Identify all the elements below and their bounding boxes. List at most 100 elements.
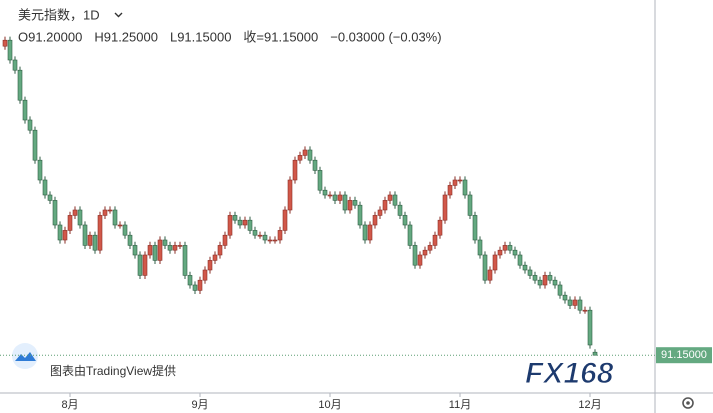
candle-body xyxy=(577,299,583,311)
candle-body xyxy=(517,254,523,266)
candle-body xyxy=(87,234,93,246)
candle-body xyxy=(222,234,228,246)
symbol-title[interactable]: 美元指数，1D xyxy=(18,7,100,22)
candle-body xyxy=(352,200,358,206)
candle-body xyxy=(217,245,223,256)
candle-body xyxy=(82,224,88,246)
candle-body xyxy=(582,309,588,312)
candle-body xyxy=(392,194,398,206)
candle-body xyxy=(202,269,208,281)
candle-body xyxy=(507,245,513,251)
plot-area xyxy=(2,36,598,356)
price-tag xyxy=(656,347,712,364)
tradingview-logo xyxy=(12,343,38,369)
candle-body xyxy=(567,299,573,306)
candle-body xyxy=(372,215,378,226)
candle-body xyxy=(2,39,8,47)
candle-body xyxy=(22,99,28,121)
candle-body xyxy=(137,254,143,276)
candle-body xyxy=(477,239,483,256)
settings-gear[interactable] xyxy=(682,397,694,409)
candle-body xyxy=(197,279,203,291)
candle-body xyxy=(117,224,123,227)
candle-body xyxy=(357,204,363,226)
ohlc-value: H91.25000 xyxy=(94,29,158,44)
candle-body xyxy=(487,269,493,281)
ohlc-value: L91.15000 xyxy=(170,29,231,44)
candle-body xyxy=(42,179,48,196)
candle-body xyxy=(457,179,463,182)
candle-body xyxy=(187,275,193,286)
candle-body xyxy=(427,245,433,251)
candle-body xyxy=(232,215,238,221)
candle-body xyxy=(142,254,148,276)
candle-body xyxy=(532,275,538,281)
candle-body xyxy=(332,194,338,201)
candle-body xyxy=(52,200,58,226)
candle-body xyxy=(252,230,258,236)
candle-body xyxy=(162,239,168,246)
logo-icon xyxy=(15,352,36,361)
candle-body xyxy=(412,245,418,266)
candle-body xyxy=(557,284,563,296)
candle-body xyxy=(587,309,593,346)
candle-body xyxy=(347,200,353,211)
candle-body xyxy=(317,170,323,191)
ohlc-value: O91.20000 xyxy=(18,29,82,44)
x-tick-label: 12月 xyxy=(578,399,601,411)
candle-body xyxy=(32,129,38,161)
candle-body xyxy=(227,215,233,236)
candle-body xyxy=(237,219,243,226)
candle-body xyxy=(452,179,458,186)
candle-body xyxy=(562,294,568,301)
candle-body xyxy=(107,209,113,212)
candle-body xyxy=(342,194,348,211)
candle-body xyxy=(377,209,383,216)
candle-body xyxy=(472,215,478,241)
candle-body xyxy=(432,234,438,246)
x-tick-label: 11月 xyxy=(449,399,471,411)
candle-body xyxy=(177,245,183,247)
candle-body xyxy=(387,194,393,201)
candle-body xyxy=(482,254,488,281)
candle-body xyxy=(132,245,138,256)
candle-body xyxy=(152,245,158,261)
candle-body xyxy=(337,194,343,201)
candle-body xyxy=(282,209,288,231)
candle-body xyxy=(192,284,198,291)
candle-body xyxy=(27,119,33,131)
candle-body xyxy=(542,275,548,286)
ohlc-value: −0.03000 (−0.03%) xyxy=(330,29,441,44)
candle-body xyxy=(362,224,368,241)
candle-body xyxy=(302,149,308,156)
candle-body xyxy=(327,194,333,197)
dropdown-chevron[interactable] xyxy=(114,12,123,18)
candle-body xyxy=(62,230,68,241)
x-tick-label: 9月 xyxy=(191,399,208,411)
candle-body xyxy=(47,194,53,201)
gear-center[interactable] xyxy=(686,401,690,405)
ohlc-value: 收=91.15000 xyxy=(243,29,318,44)
candle-body xyxy=(67,215,73,231)
candle-body xyxy=(292,159,298,181)
credit[interactable]: 图表由TradingView提供 xyxy=(50,363,176,378)
candle-body xyxy=(417,254,423,266)
candle-body xyxy=(407,224,413,246)
candle-body xyxy=(277,230,283,241)
candle-body xyxy=(267,239,273,242)
candle-body xyxy=(147,245,153,256)
candle-body xyxy=(422,249,428,256)
candle-body xyxy=(242,219,248,226)
candle-body xyxy=(212,254,218,261)
candle-body xyxy=(7,39,13,61)
candle-body xyxy=(497,249,503,256)
candle-body xyxy=(112,209,118,226)
candle-body xyxy=(92,234,98,251)
candle-body xyxy=(102,209,108,216)
candle-body xyxy=(17,69,23,101)
gear-ring[interactable] xyxy=(682,397,694,409)
candle-body xyxy=(462,179,468,196)
candle-body xyxy=(297,155,303,161)
